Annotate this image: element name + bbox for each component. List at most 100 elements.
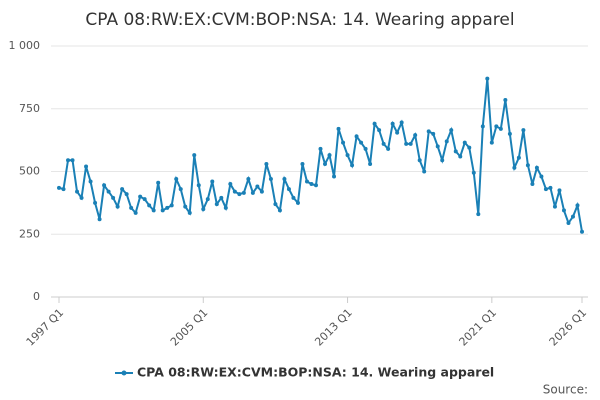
data-point [124, 192, 129, 197]
legend-label: CPA 08:RW:EX:CVM:BOP:NSA: 14. Wearing ap… [137, 365, 494, 380]
data-point [129, 205, 134, 210]
data-point [404, 141, 409, 146]
data-point [566, 220, 571, 225]
data-point [133, 210, 138, 215]
data-point [282, 177, 287, 182]
y-tick-label: 750 [19, 102, 40, 115]
data-point [246, 177, 251, 182]
data-point [187, 210, 192, 215]
data-point [183, 204, 188, 209]
data-point [359, 140, 364, 145]
y-tick-label: 500 [19, 165, 40, 178]
data-point [286, 187, 291, 192]
data-point [390, 121, 395, 126]
data-point [449, 128, 454, 133]
data-point [291, 195, 296, 200]
data-point [192, 153, 197, 158]
data-point [458, 154, 463, 159]
data-point [273, 202, 278, 207]
data-point [160, 208, 165, 213]
data-point [363, 146, 368, 151]
data-point [313, 183, 318, 188]
data-point [223, 205, 228, 210]
data-point [106, 189, 111, 194]
data-point [372, 121, 377, 126]
data-point [332, 174, 337, 179]
data-point [201, 207, 206, 212]
y-tick-label: 0 [33, 290, 40, 303]
source: Source: [543, 383, 588, 397]
data-point [422, 169, 427, 174]
data-point [503, 97, 508, 102]
data-point [70, 158, 75, 163]
data-point [66, 158, 71, 163]
data-point [386, 146, 391, 151]
data-point [345, 153, 350, 158]
data-point [178, 187, 183, 192]
data-point [494, 124, 499, 129]
data-point [350, 163, 355, 168]
data-point [318, 146, 323, 151]
data-point [377, 128, 382, 133]
data-point [210, 179, 215, 184]
data-point [142, 197, 147, 202]
data-point [489, 140, 494, 145]
data-point [417, 158, 422, 163]
data-point [435, 144, 440, 149]
data-point [354, 134, 359, 139]
data-point [156, 180, 161, 185]
data-point [232, 189, 237, 194]
data-point [444, 139, 449, 144]
data-point [115, 204, 120, 209]
data-point [84, 164, 89, 169]
data-point [241, 190, 246, 195]
data-point [61, 187, 66, 192]
data-point [138, 194, 143, 199]
data-point [255, 184, 260, 189]
data-point [440, 158, 445, 163]
data-point [169, 203, 174, 208]
data-point [552, 204, 557, 209]
data-point [534, 165, 539, 170]
data-point [413, 133, 418, 138]
data-point [539, 174, 544, 179]
data-point [300, 161, 305, 166]
data-point [237, 192, 242, 197]
x-tick-label: 2026 Q1 [547, 306, 590, 349]
x-tick-label: 2005 Q1 [168, 306, 211, 349]
data-point [580, 229, 584, 234]
data-point [476, 212, 481, 217]
data-point [57, 185, 61, 190]
data-point [381, 141, 386, 146]
data-point [408, 141, 413, 146]
y-tick-label: 1 000 [9, 39, 41, 52]
data-point [309, 182, 314, 187]
data-point [79, 195, 84, 200]
data-point [561, 208, 566, 213]
data-point [111, 195, 116, 200]
data-point [341, 140, 346, 145]
data-point [521, 128, 526, 133]
data-point [530, 182, 535, 187]
data-point [120, 187, 125, 192]
x-tick-label: 2021 Q1 [457, 306, 500, 349]
data-point [250, 190, 255, 195]
data-point [548, 185, 553, 190]
data-point [214, 202, 219, 207]
data-point [165, 205, 170, 210]
data-point [295, 200, 300, 205]
data-point [399, 120, 404, 125]
data-point [426, 129, 431, 134]
data-point [151, 208, 156, 213]
data-point [205, 197, 210, 202]
data-point [93, 200, 98, 205]
data-point [88, 179, 93, 184]
data-point [525, 163, 530, 168]
data-point [453, 149, 458, 154]
data-point [516, 155, 521, 160]
data-point [277, 208, 282, 213]
data-point [259, 189, 264, 194]
x-tick-label: 2013 Q1 [312, 306, 355, 349]
data-point [174, 177, 179, 182]
data-point [431, 131, 436, 136]
